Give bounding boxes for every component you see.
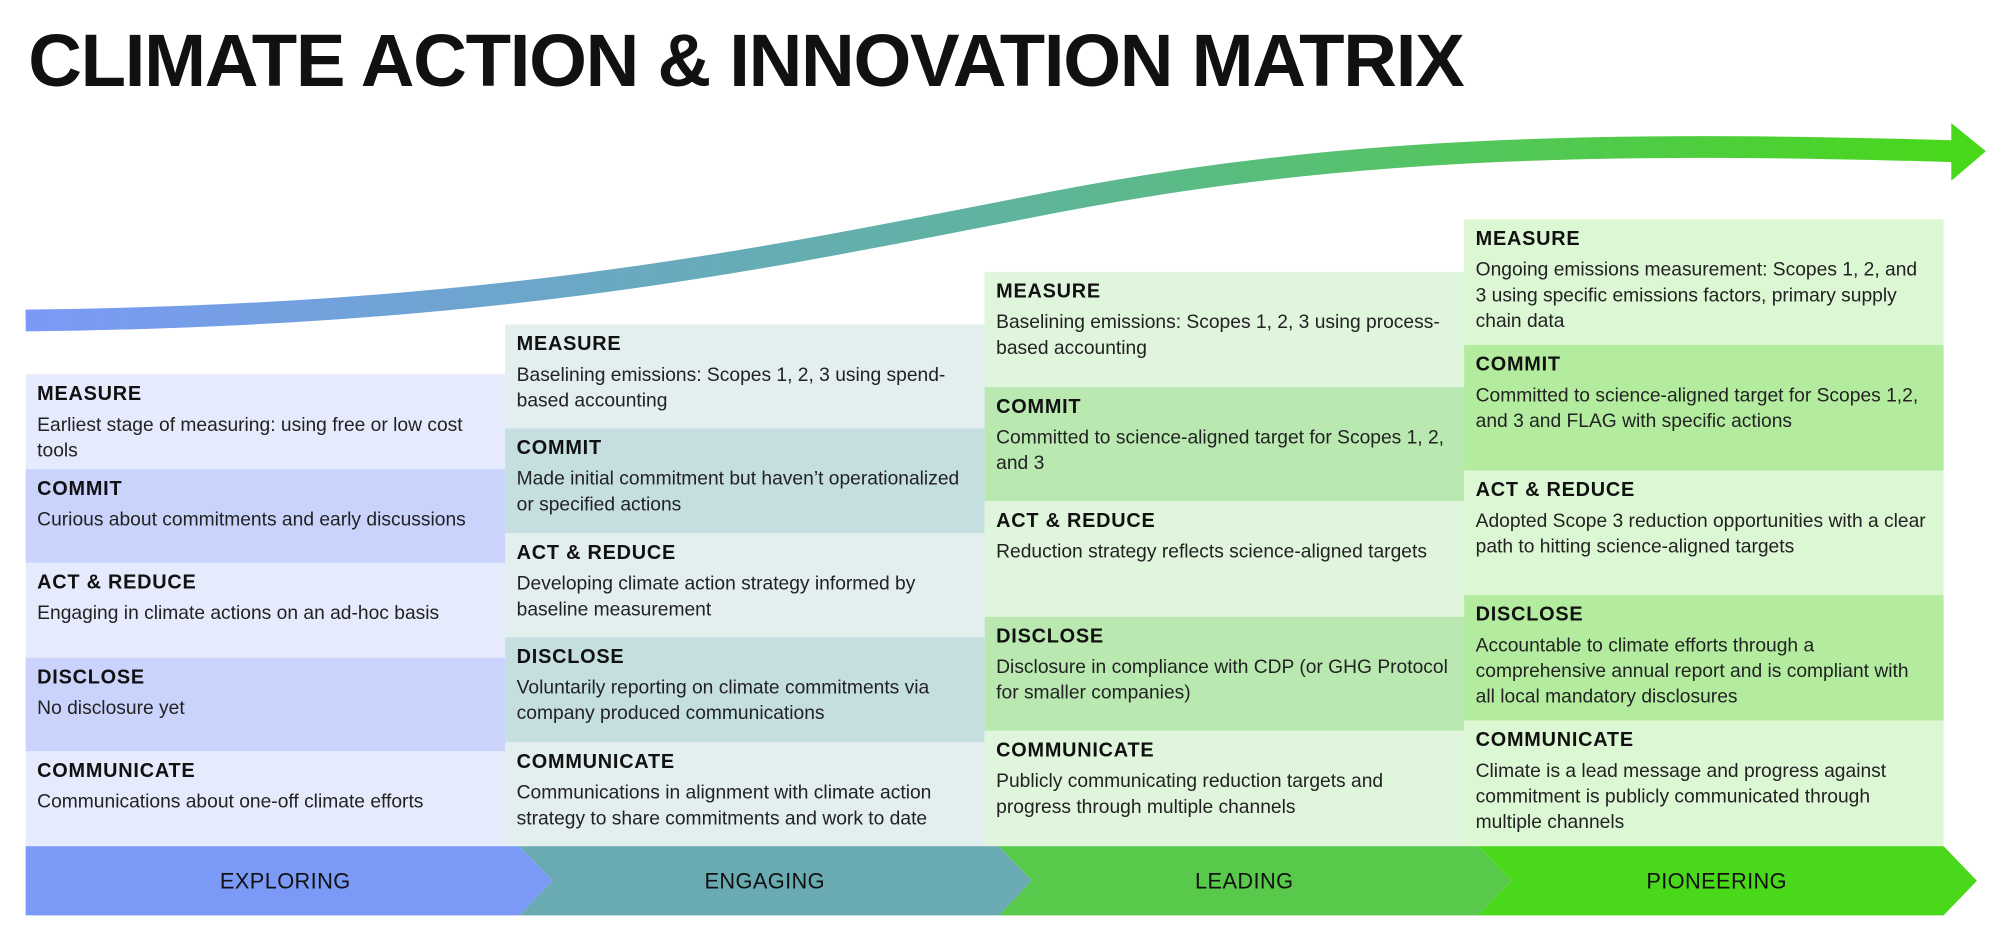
cell-heading: COMMUNICATE [37, 760, 196, 783]
cell-text: Committed to science-aligned target for … [996, 426, 1445, 474]
matrix-cell: COMMIT Curious about commitments and earl… [25, 468, 506, 564]
cell-heading: DISCLOSE [996, 625, 1104, 648]
cell-heading: ACT & REDUCE [996, 510, 1156, 533]
cell-heading: MEASURE [1475, 228, 1581, 250]
cell-text: Adopted Scope 3 reduction opportunities … [1475, 509, 1926, 558]
matrix-cell: ACT & REDUCE Engaging in climate actions … [25, 563, 506, 658]
cell-text: Publicly communicating reduction targets… [996, 771, 1384, 819]
matrix-cell: MEASURE Ongoing emissions measurement: Sc… [1464, 219, 1944, 345]
cell-heading: COMMIT [37, 477, 123, 500]
cell-heading: COMMUNICATE [1475, 729, 1634, 752]
cell-text: Developing climate action strategy infor… [516, 572, 916, 621]
cell-text: Disclosure in compliance with CDP (or GH… [996, 656, 1448, 704]
cell-heading: ACT & REDUCE [516, 542, 677, 564]
cell-text: Committed to science-aligned target for … [1475, 384, 1919, 432]
cell-heading: COMMIT [516, 437, 602, 460]
cell-heading: ACT & REDUCE [37, 572, 197, 594]
stage-label: PIONEERING [1646, 869, 1788, 894]
cell-heading: ACT & REDUCE [1475, 478, 1636, 501]
cell-text: Communications about one-off climate eff… [37, 791, 424, 814]
cell-heading: MEASURE [37, 383, 142, 406]
matrix-cell: MEASURE Baselining emissions: Scopes 1, 2… [505, 324, 985, 429]
cell-text: Baselining emissions: Scopes 1, 2, 3 usi… [996, 311, 1440, 359]
cell-text: Communications in alignment with climate… [516, 781, 932, 829]
cell-heading: COMMIT [1475, 353, 1561, 376]
cell-heading: DISCLOSE [516, 646, 625, 669]
cell-text: Made initial commitment but haven’t oper… [516, 468, 960, 516]
matrix-cell: DISCLOSE Disclosure in compliance with CD… [984, 616, 1465, 732]
matrix-cell: COMMIT Made initial commitment but haven’… [505, 428, 985, 534]
matrix-cell: COMMUNICATE Communications about one-off … [25, 751, 506, 847]
stage-chevron [1478, 846, 1977, 916]
cell-text: No disclosure yet [37, 697, 185, 719]
matrix-cell: ACT & REDUCE Adopted Scope 3 reduction op… [1464, 469, 1944, 596]
matrix-cell: ACT & REDUCE Developing climate action st… [505, 533, 985, 638]
matrix-cell: DISCLOSE No disclosure yet [25, 657, 506, 752]
cell-heading: DISCLOSE [1475, 604, 1584, 627]
arrow-head [1951, 123, 1986, 181]
matrix-cell: COMMUNICATE Climate is a lead message and… [1464, 720, 1944, 847]
cell-text: Accountable to climate efforts through a… [1475, 635, 1909, 709]
stage-chevron [519, 846, 1033, 916]
cell-heading: MEASURE [996, 280, 1101, 303]
cell-heading: DISCLOSE [37, 666, 145, 689]
cell-heading: COMMUNICATE [996, 740, 1155, 763]
title: CLIMATE ACTION & INNOVATION MATRIX [28, 19, 1464, 103]
stage-chevron [998, 846, 1512, 916]
matrix-cell: COMMUNICATE Publicly communicating reduct… [984, 731, 1465, 847]
matrix-cell: MEASURE Baselining emissions: Scopes 1, 2… [984, 271, 1465, 387]
cell-heading: COMMIT [996, 395, 1082, 418]
cell-text: Climate is a lead message and progress a… [1475, 760, 1887, 834]
progress-arrow [25, 136, 1955, 332]
cell-heading: COMMUNICATE [516, 750, 675, 773]
cell-heading: MEASURE [516, 333, 622, 356]
matrix-cell: DISCLOSE Accountable to climate efforts t… [1464, 595, 1944, 721]
stage-chevron [25, 846, 553, 916]
cell-text: Engaging in climate actions on an ad-hoc… [37, 602, 440, 625]
matrix-cell: COMMIT Committed to science-aligned targe… [1464, 344, 1944, 470]
stage-label: ENGAGING [704, 869, 826, 894]
matrix-cell: MEASURE Earliest stage of measuring: usin… [25, 374, 506, 469]
stage-label: EXPLORING [219, 869, 351, 894]
matrix-cell: COMMUNICATE Communications in alignment w… [505, 741, 985, 847]
cell-text: Baselining emissions: Scopes 1, 2, 3 usi… [516, 364, 946, 412]
matrix-cell: COMMIT Committed to science-aligned targe… [984, 386, 1465, 502]
cell-text: Voluntarily reporting on climate commitm… [516, 677, 930, 725]
matrix-cell: ACT & REDUCE Reduction strategy reflects … [984, 501, 1465, 617]
matrix-cell: DISCLOSE Voluntarily reporting on climate… [505, 637, 985, 742]
cell-text: Reduction strategy reflects science-alig… [996, 541, 1427, 564]
cell-text: Earliest stage of measuring: using free … [37, 414, 463, 462]
cell-text: Ongoing emissions measurement: Scopes 1,… [1475, 258, 1918, 333]
cell-text: Curious about commitments and early disc… [37, 508, 466, 531]
stage-label: LEADING [1195, 869, 1294, 894]
